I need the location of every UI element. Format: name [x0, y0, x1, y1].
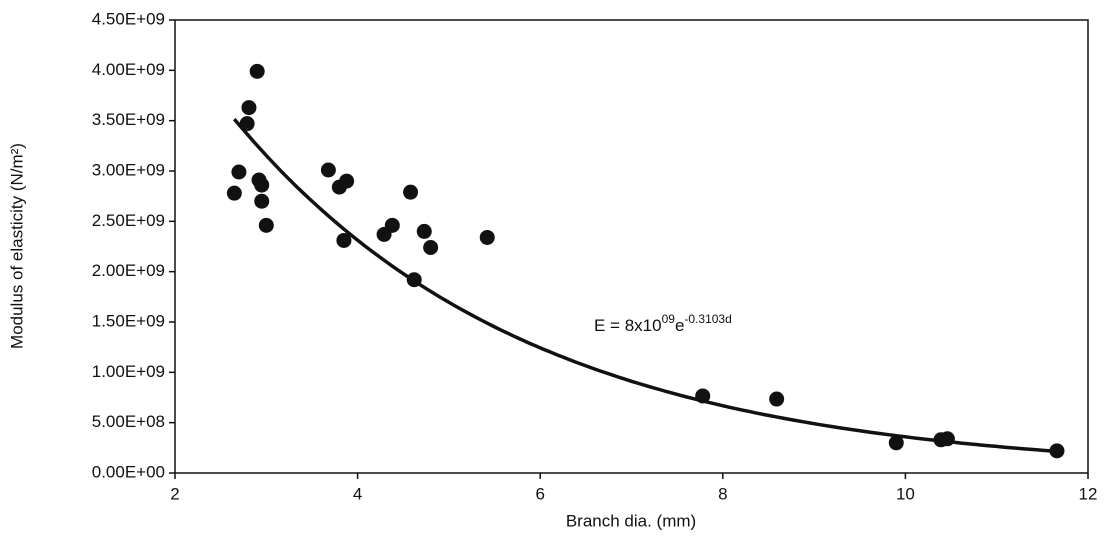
x-tick-label: 12 — [1079, 484, 1098, 503]
point — [336, 232, 352, 248]
equation: E = 8x1009e-0.3103d — [594, 312, 732, 335]
point — [231, 164, 247, 180]
point — [320, 162, 336, 178]
point — [384, 217, 400, 233]
point — [769, 391, 785, 407]
point — [241, 100, 257, 116]
equation-superscript: 09 — [662, 312, 676, 326]
fit-curve — [232, 117, 1058, 454]
y-tick-label: 5.00E+08 — [92, 412, 165, 431]
y-tick-label: 4.00E+09 — [92, 60, 165, 79]
y-tick-label: 1.00E+09 — [92, 362, 165, 381]
point — [888, 435, 904, 451]
y-tick-label: 3.00E+09 — [92, 160, 165, 179]
y-tick-label: 2.00E+09 — [92, 261, 165, 280]
x-tick-label: 4 — [353, 484, 362, 503]
point — [239, 116, 255, 132]
point — [254, 177, 270, 193]
point — [416, 223, 432, 239]
point — [423, 240, 439, 256]
x-axis-label: Branch dia. (mm) — [566, 511, 696, 530]
point — [939, 431, 955, 447]
x-tick-label: 6 — [535, 484, 544, 503]
y-tick-label: 0.00E+00 — [92, 462, 165, 481]
equation-text: E = 8x10 — [594, 316, 662, 335]
point — [339, 173, 355, 189]
point — [403, 184, 419, 200]
y-tick-label: 2.50E+09 — [92, 211, 165, 230]
equation-superscript: -0.3103d — [684, 312, 731, 326]
point — [254, 193, 270, 209]
y-tick-label: 1.50E+09 — [92, 311, 165, 330]
x-tick-label: 10 — [896, 484, 915, 503]
x-tick-label: 8 — [718, 484, 727, 503]
point — [695, 388, 711, 404]
point — [258, 217, 274, 233]
point — [249, 63, 265, 79]
x-tick-label: 2 — [170, 484, 179, 503]
point — [1049, 443, 1065, 459]
y-axis-label: Modulus of elasticity (N/m²) — [7, 143, 26, 349]
point — [406, 272, 422, 288]
point — [479, 229, 495, 245]
y-tick-label: 4.50E+09 — [92, 9, 165, 28]
point — [226, 185, 242, 201]
plot-frame — [174, 19, 1089, 474]
equation-text: e — [675, 316, 684, 335]
y-tick-label: 3.50E+09 — [92, 110, 165, 129]
